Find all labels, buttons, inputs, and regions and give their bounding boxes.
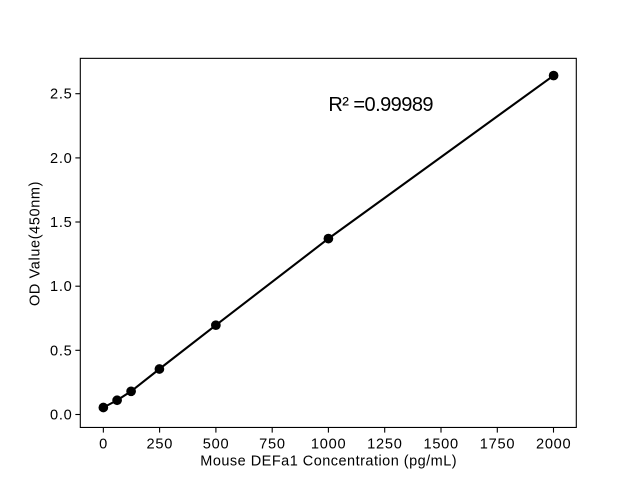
svg-text:1250: 1250	[367, 437, 402, 453]
svg-text:1750: 1750	[480, 437, 515, 453]
svg-text:2.5: 2.5	[50, 87, 73, 103]
svg-text:0.0: 0.0	[50, 408, 73, 424]
svg-text:2.0: 2.0	[50, 151, 73, 167]
svg-text:1.0: 1.0	[50, 279, 73, 295]
svg-text:2000: 2000	[536, 437, 571, 453]
svg-text:1.5: 1.5	[50, 215, 73, 231]
svg-text:1000: 1000	[311, 437, 346, 453]
svg-text:500: 500	[203, 437, 230, 453]
svg-text:Mouse DEFa1 Concentration (pg/: Mouse DEFa1 Concentration (pg/mL)	[200, 453, 457, 469]
svg-text:250: 250	[146, 437, 173, 453]
svg-text:750: 750	[259, 437, 286, 453]
svg-text:OD Value(450nm): OD Value(450nm)	[28, 181, 44, 306]
svg-text:1500: 1500	[423, 437, 458, 453]
svg-text:0: 0	[99, 437, 108, 453]
svg-text:0.5: 0.5	[50, 343, 73, 359]
svg-text:R² =0.99989: R² =0.99989	[328, 94, 433, 116]
